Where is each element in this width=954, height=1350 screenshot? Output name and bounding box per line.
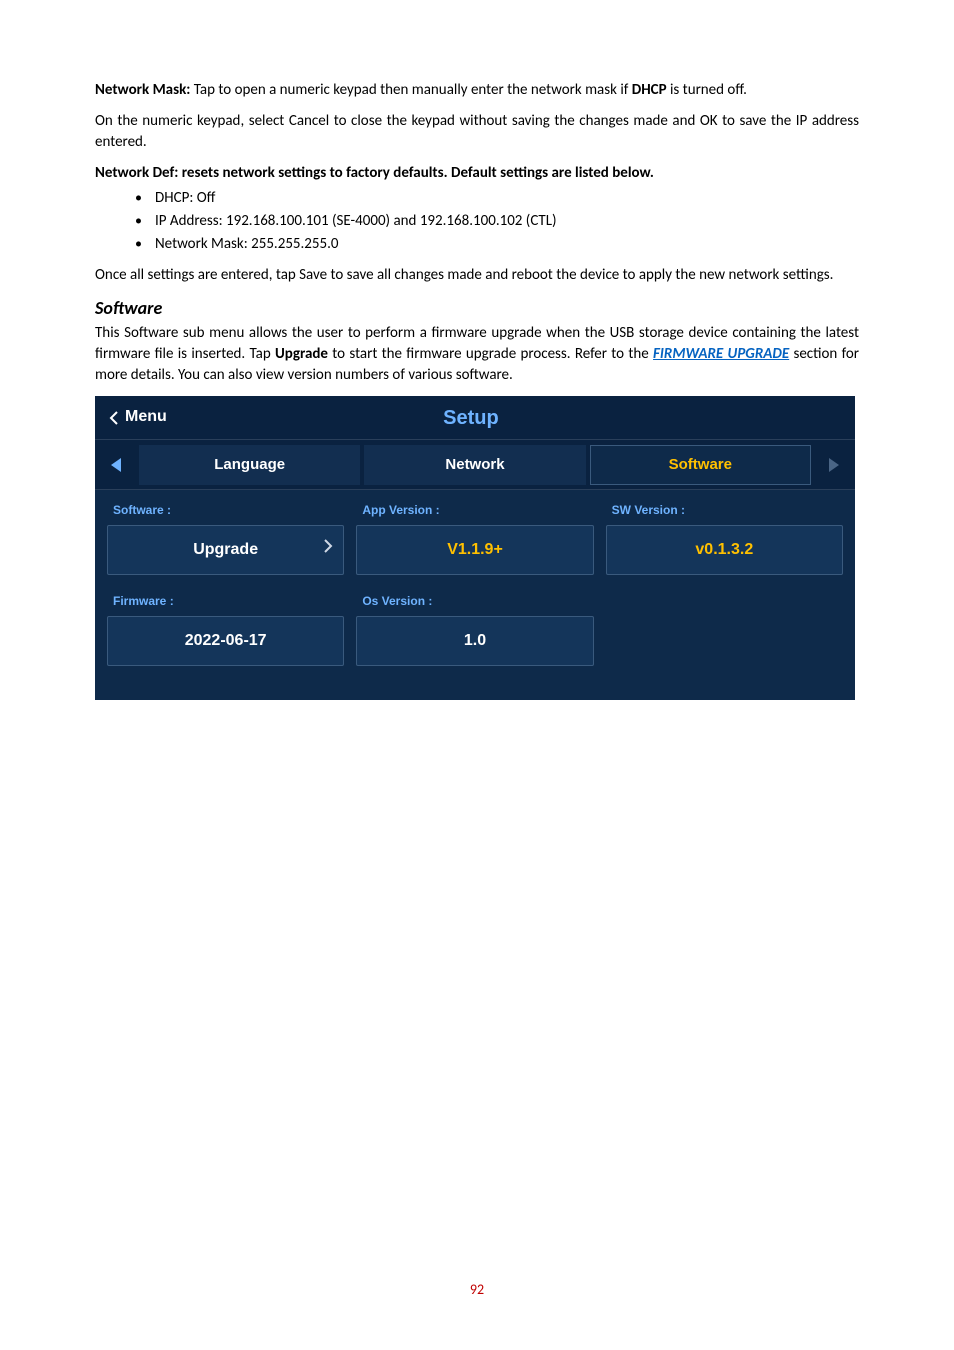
page-number: 92 — [95, 1280, 859, 1300]
tab-next-button[interactable] — [813, 456, 855, 474]
setup-col-appversion: App Version : V1.1.9+ — [356, 498, 593, 575]
app-version-value: V1.1.9+ — [356, 525, 593, 575]
empty-cell — [606, 616, 843, 666]
col-label: SW Version : — [606, 498, 843, 525]
setup-header: Menu Setup — [95, 396, 855, 440]
col-label-empty — [606, 589, 843, 616]
setup-body: Software : Upgrade App Version : V1.1.9+… — [95, 490, 855, 700]
text: is turned off. — [667, 81, 747, 99]
os-version-value: 1.0 — [356, 616, 593, 666]
tab-language[interactable]: Language — [139, 445, 360, 485]
setup-panel: Menu Setup Language Network Software Sof… — [95, 396, 855, 700]
chevron-right-icon — [323, 538, 333, 561]
triangle-right-icon — [827, 456, 841, 474]
text-bold: DHCP — [632, 81, 667, 99]
tab-prev-button[interactable] — [95, 456, 137, 474]
paragraph-software: This Software sub menu allows the user t… — [95, 323, 859, 386]
list-item: DHCP: Off — [135, 188, 859, 209]
tab-network[interactable]: Network — [364, 445, 585, 485]
heading-software: Software — [95, 296, 859, 321]
paragraph-network-mask: Network Mask: Tap to open a numeric keyp… — [95, 80, 859, 101]
setup-col-firmware: Firmware : 2022-06-17 — [107, 589, 344, 666]
text: to start the firmware upgrade process. R… — [328, 345, 653, 363]
setup-col-swversion: SW Version : v0.1.3.2 — [606, 498, 843, 575]
link-firmware-upgrade[interactable]: FIRMWARE UPGRADE — [653, 345, 789, 363]
text-bold: Upgrade — [275, 345, 328, 363]
upgrade-label: Upgrade — [193, 539, 258, 561]
bullet-list: DHCP: Off IP Address: 192.168.100.101 (S… — [135, 188, 859, 255]
firmware-value: 2022-06-17 — [107, 616, 344, 666]
setup-row: Firmware : 2022-06-17 Os Version : 1.0 — [107, 589, 843, 666]
setup-row: Software : Upgrade App Version : V1.1.9+… — [107, 498, 843, 575]
setup-col-software: Software : Upgrade — [107, 498, 344, 575]
col-label: Software : — [107, 498, 344, 525]
triangle-left-icon — [109, 456, 123, 474]
paragraph: Once all settings are entered, tap Save … — [95, 265, 859, 286]
col-label: App Version : — [356, 498, 593, 525]
list-item: Network Mask: 255.255.255.0 — [135, 234, 859, 255]
col-label: Firmware : — [107, 589, 344, 616]
upgrade-button[interactable]: Upgrade — [107, 525, 344, 575]
setup-col-osversion: Os Version : 1.0 — [356, 589, 593, 666]
text: Tap to open a numeric keypad then manual… — [194, 81, 632, 99]
setup-title: Setup — [87, 404, 855, 432]
setup-col-empty — [606, 589, 843, 666]
paragraph: On the numeric keypad, select Cancel to … — [95, 111, 859, 153]
text-bold: Network Mask: — [95, 81, 194, 99]
col-label: Os Version : — [356, 589, 593, 616]
setup-tabs: Language Network Software — [95, 440, 855, 490]
list-item: IP Address: 192.168.100.101 (SE-4000) an… — [135, 211, 859, 232]
tab-software[interactable]: Software — [590, 445, 811, 485]
sw-version-value: v0.1.3.2 — [606, 525, 843, 575]
paragraph-network-def: Network Def: resets network settings to … — [95, 163, 859, 184]
